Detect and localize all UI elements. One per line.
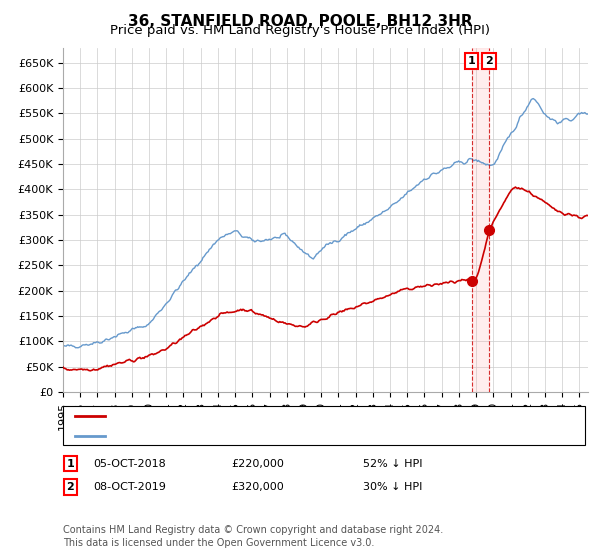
Text: 05-OCT-2018: 05-OCT-2018 [93, 459, 166, 469]
Text: 1: 1 [67, 459, 74, 469]
Text: Price paid vs. HM Land Registry's House Price Index (HPI): Price paid vs. HM Land Registry's House … [110, 24, 490, 36]
Text: 52% ↓ HPI: 52% ↓ HPI [363, 459, 422, 469]
Bar [472, 48, 489, 392]
Text: HPI: Average price, detached house, Bournemouth Christchurch and Poole: HPI: Average price, detached house, Bour… [111, 431, 526, 441]
Text: 2: 2 [67, 482, 74, 492]
Text: This data is licensed under the Open Government Licence v3.0.: This data is licensed under the Open Gov… [63, 538, 374, 548]
Text: 1: 1 [468, 56, 476, 66]
Text: Contains HM Land Registry data © Crown copyright and database right 2024.: Contains HM Land Registry data © Crown c… [63, 525, 443, 535]
Text: 30% ↓ HPI: 30% ↓ HPI [363, 482, 422, 492]
Text: 36, STANFIELD ROAD, POOLE, BH12 3HR: 36, STANFIELD ROAD, POOLE, BH12 3HR [128, 14, 472, 29]
Text: 36, STANFIELD ROAD, POOLE, BH12 3HR (detached house): 36, STANFIELD ROAD, POOLE, BH12 3HR (det… [111, 410, 439, 421]
Text: 08-OCT-2019: 08-OCT-2019 [93, 482, 166, 492]
Text: 2: 2 [485, 56, 493, 66]
Text: £320,000: £320,000 [231, 482, 284, 492]
Text: £220,000: £220,000 [231, 459, 284, 469]
